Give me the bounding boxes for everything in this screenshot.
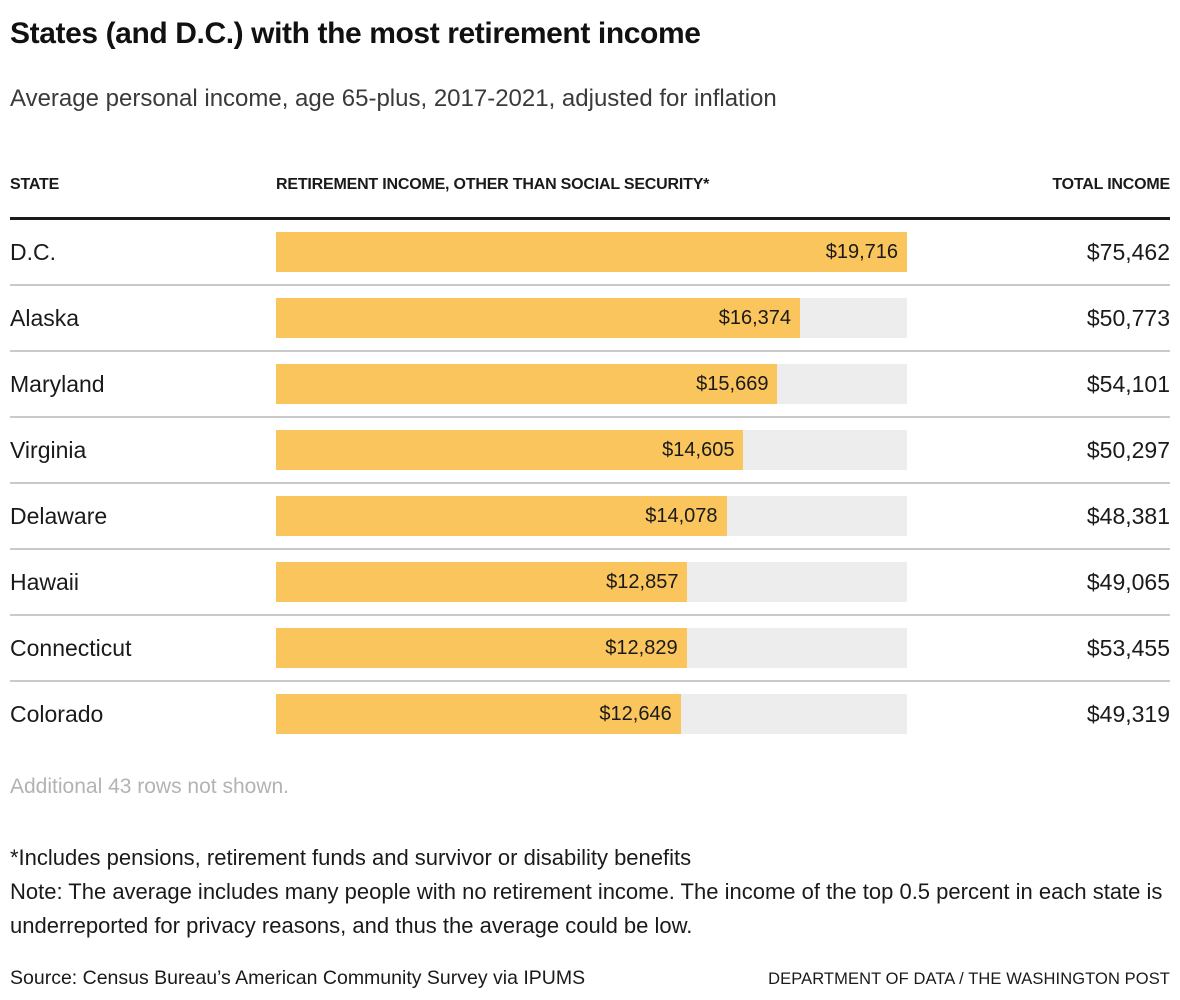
state-label: Alaska xyxy=(10,304,80,331)
total-income-value: $50,773 xyxy=(1086,304,1170,331)
bar-value-label: $16,374 xyxy=(718,306,792,329)
table-row: D.C. $19,716 $75,462 xyxy=(10,220,1170,286)
asterisk-footnote: *Includes pensions, retirement funds and… xyxy=(10,845,692,870)
total-income-value: $53,455 xyxy=(1086,634,1170,661)
column-header-total: TOTAL INCOME xyxy=(1052,176,1170,193)
bar-fill: $19,716 xyxy=(276,232,907,272)
table-row: Hawaii $12,857 $49,065 xyxy=(10,550,1170,616)
state-label: D.C. xyxy=(10,238,56,265)
bar-value-label: $14,605 xyxy=(662,438,735,461)
bar-track: $14,605 xyxy=(276,430,907,470)
bar-fill: $16,374 xyxy=(276,298,801,338)
bar-value-label: $12,857 xyxy=(606,570,679,593)
state-label: Virginia xyxy=(10,436,87,463)
bar-fill: $14,605 xyxy=(276,430,744,470)
bar-value-label: $12,829 xyxy=(605,636,678,659)
bar-track: $12,646 xyxy=(276,694,907,734)
rows-not-shown-note: Additional 43 rows not shown. xyxy=(10,775,289,798)
table-row: Colorado $12,646 $49,319 xyxy=(10,682,1170,746)
column-header-row: STATE RETIREMENT INCOME, OTHER THAN SOCI… xyxy=(10,176,1170,194)
page-subtitle: Average personal income, age 65-plus, 20… xyxy=(10,85,777,112)
column-header-state: STATE xyxy=(10,176,60,193)
bar-value-label: $15,669 xyxy=(696,372,769,395)
bar-fill: $12,829 xyxy=(276,628,687,668)
byline-credit: DEPARTMENT OF DATA / THE WASHINGTON POST xyxy=(768,970,1170,988)
bar-value-label: $19,716 xyxy=(825,240,898,263)
bar-fill: $14,078 xyxy=(276,496,727,536)
source-credit-row: Source: Census Bureau’s American Communi… xyxy=(10,967,1170,990)
bar-track: $12,829 xyxy=(276,628,907,668)
column-header-retirement: RETIREMENT INCOME, OTHER THAN SOCIAL SEC… xyxy=(276,176,710,193)
table-row: Delaware $14,078 $48,381 xyxy=(10,484,1170,550)
page-title: States (and D.C.) with the most retireme… xyxy=(10,17,701,50)
state-label: Maryland xyxy=(10,370,105,397)
state-label: Connecticut xyxy=(10,634,132,661)
table-row: Virginia $14,605 $50,297 xyxy=(10,418,1170,484)
bar-fill: $12,646 xyxy=(276,694,681,734)
methodology-note: Note: The average includes many people w… xyxy=(10,879,1163,938)
total-income-value: $75,462 xyxy=(1086,238,1170,265)
total-income-value: $49,319 xyxy=(1086,700,1170,727)
bar-track: $14,078 xyxy=(276,496,907,536)
bar-fill: $12,857 xyxy=(276,562,688,602)
bar-track: $19,716 xyxy=(276,232,907,272)
table-row: Maryland $15,669 $54,101 xyxy=(10,352,1170,418)
bar-track: $16,374 xyxy=(276,298,907,338)
bar-track: $12,857 xyxy=(276,562,907,602)
bar-fill: $15,669 xyxy=(276,364,778,404)
source-line: Source: Census Bureau’s American Communi… xyxy=(10,967,586,989)
bar-value-label: $12,646 xyxy=(599,702,672,725)
total-income-value: $48,381 xyxy=(1086,502,1170,529)
bar-track: $15,669 xyxy=(276,364,907,404)
state-label: Hawaii xyxy=(10,568,80,595)
bar-value-label: $14,078 xyxy=(645,504,718,527)
state-label: Delaware xyxy=(10,502,108,529)
total-income-value: $54,101 xyxy=(1086,370,1170,397)
total-income-value: $49,065 xyxy=(1086,568,1170,595)
footnotes-block: *Includes pensions, retirement funds and… xyxy=(10,841,1165,943)
total-income-value: $50,297 xyxy=(1086,436,1170,463)
bar-table: D.C. $19,716 $75,462 Alaska $16,374 $50,… xyxy=(10,217,1170,746)
table-row: Alaska $16,374 $50,773 xyxy=(10,286,1170,352)
table-row: Connecticut $12,829 $53,455 xyxy=(10,616,1170,682)
state-label: Colorado xyxy=(10,700,104,727)
